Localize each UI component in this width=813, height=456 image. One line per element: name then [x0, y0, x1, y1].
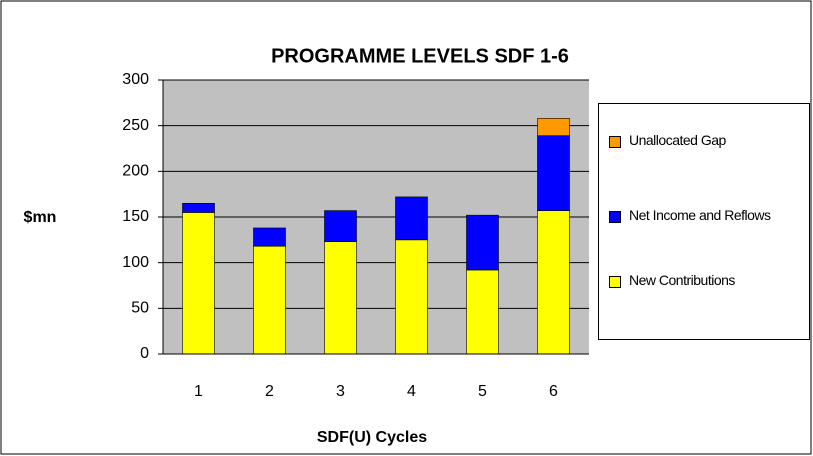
- legend-item: New Contributions: [609, 272, 779, 292]
- x-tick-label: 4: [407, 383, 416, 400]
- bar-segment: [324, 241, 357, 355]
- chart-title: PROGRAMME LEVELS SDF 1-6: [271, 45, 569, 67]
- y-tick-label: 300: [122, 71, 149, 88]
- legend-swatch: [609, 136, 621, 148]
- bar-segment: [324, 210, 357, 242]
- legend-label: Unallocated Gap: [629, 132, 726, 148]
- y-tick-label: 150: [122, 208, 149, 225]
- y-tick-label: 0: [140, 345, 149, 362]
- x-tick-label: 2: [265, 383, 274, 400]
- x-axis-label: SDF(U) Cycles: [317, 429, 427, 446]
- bar-segment: [466, 269, 499, 355]
- bar-segment: [182, 212, 215, 355]
- bar-segment: [253, 245, 286, 355]
- legend-swatch: [609, 211, 621, 223]
- x-tick-label: 5: [478, 383, 487, 400]
- x-tick-label: 1: [194, 383, 203, 400]
- bar-segment: [253, 227, 286, 247]
- bar-segment: [537, 135, 570, 211]
- legend-label: Net Income and Reflows: [629, 207, 771, 223]
- y-tick-label: 250: [122, 117, 149, 134]
- legend: Unallocated Gap Net Income and Reflows New…: [598, 103, 810, 340]
- y-tick-label: 100: [122, 254, 149, 271]
- bar-segment: [537, 118, 570, 137]
- x-tick-label: 3: [336, 383, 345, 400]
- bar-segment: [395, 239, 428, 355]
- legend-item: Net Income and Reflows: [609, 207, 779, 227]
- bar-segment: [182, 203, 215, 213]
- x-tick-label: 6: [549, 383, 558, 400]
- y-axis-label: $mn: [24, 209, 57, 226]
- y-tick-label: 200: [122, 163, 149, 180]
- legend-item: Unallocated Gap: [609, 132, 779, 152]
- bar-segment: [466, 214, 499, 271]
- legend-label: New Contributions: [629, 272, 735, 288]
- bar-segment: [395, 196, 428, 241]
- y-tick-label: 50: [131, 300, 149, 317]
- bar-segment: [537, 210, 570, 355]
- legend-swatch: [609, 276, 621, 288]
